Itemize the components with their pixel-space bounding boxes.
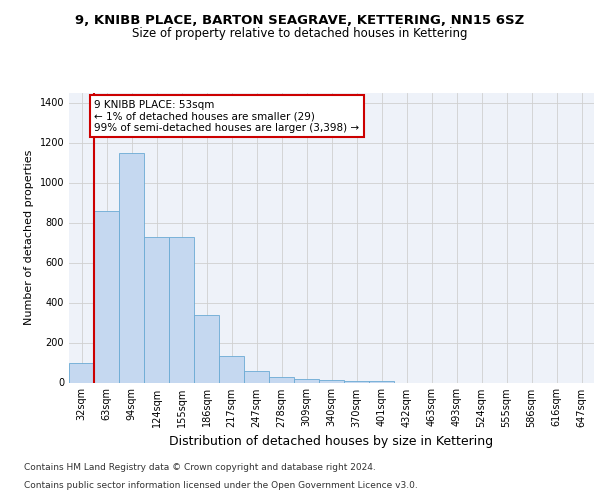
- Bar: [369, 380, 394, 382]
- Bar: [294, 378, 319, 382]
- Text: Size of property relative to detached houses in Kettering: Size of property relative to detached ho…: [132, 28, 468, 40]
- Bar: [344, 380, 369, 382]
- Bar: [94, 210, 119, 382]
- Bar: [194, 314, 219, 382]
- Bar: [244, 370, 269, 382]
- Text: Contains HM Land Registry data © Crown copyright and database right 2024.: Contains HM Land Registry data © Crown c…: [24, 464, 376, 472]
- Bar: [69, 362, 94, 382]
- Bar: [119, 152, 144, 382]
- Y-axis label: Number of detached properties: Number of detached properties: [24, 150, 34, 325]
- Bar: [319, 380, 344, 382]
- Text: 9, KNIBB PLACE, BARTON SEAGRAVE, KETTERING, NN15 6SZ: 9, KNIBB PLACE, BARTON SEAGRAVE, KETTERI…: [76, 14, 524, 27]
- X-axis label: Distribution of detached houses by size in Kettering: Distribution of detached houses by size …: [169, 435, 494, 448]
- Bar: [219, 356, 244, 382]
- Text: 9 KNIBB PLACE: 53sqm
← 1% of detached houses are smaller (29)
99% of semi-detach: 9 KNIBB PLACE: 53sqm ← 1% of detached ho…: [95, 100, 359, 132]
- Text: Contains public sector information licensed under the Open Government Licence v3: Contains public sector information licen…: [24, 481, 418, 490]
- Bar: [144, 236, 169, 382]
- Bar: [169, 236, 194, 382]
- Bar: [269, 376, 294, 382]
